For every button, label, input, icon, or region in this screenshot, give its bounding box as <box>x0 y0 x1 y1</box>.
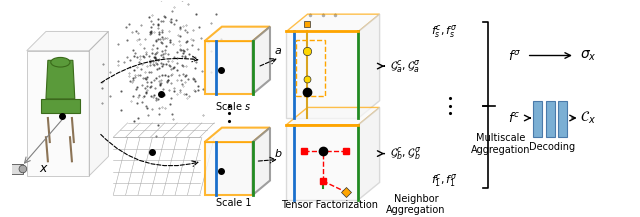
Polygon shape <box>286 107 380 125</box>
Text: $\sigma_x$: $\sigma_x$ <box>580 48 596 63</box>
Bar <box>534 101 542 137</box>
Text: a: a <box>275 46 281 56</box>
Text: $\mathcal{G}_b^c, \mathcal{G}_b^\sigma$: $\mathcal{G}_b^c, \mathcal{G}_b^\sigma$ <box>390 145 421 162</box>
Polygon shape <box>27 51 89 176</box>
Text: Tensor Factorization: Tensor Factorization <box>281 200 378 210</box>
Text: Scale 1: Scale 1 <box>216 198 252 208</box>
Polygon shape <box>253 27 270 94</box>
Text: $f^c$: $f^c$ <box>508 111 520 125</box>
Text: Multiscale
Aggregation: Multiscale Aggregation <box>471 133 531 155</box>
Polygon shape <box>41 99 79 113</box>
Text: $f^\sigma$: $f^\sigma$ <box>508 49 521 62</box>
Text: Decoding: Decoding <box>529 142 575 152</box>
Bar <box>6 164 23 174</box>
Text: $\mathcal{G}_a^c, \mathcal{G}_a^\sigma$: $\mathcal{G}_a^c, \mathcal{G}_a^\sigma$ <box>390 58 421 75</box>
Text: b: b <box>274 149 281 159</box>
Polygon shape <box>205 142 253 195</box>
Polygon shape <box>358 14 380 118</box>
Text: Scale $s$: Scale $s$ <box>215 100 252 112</box>
Polygon shape <box>253 128 270 195</box>
Polygon shape <box>286 31 358 118</box>
Polygon shape <box>46 60 75 99</box>
Text: $x$: $x$ <box>39 161 49 174</box>
Polygon shape <box>358 107 380 200</box>
Text: Neighbor
Aggregation: Neighbor Aggregation <box>387 194 446 215</box>
Polygon shape <box>205 128 270 142</box>
Bar <box>546 101 555 137</box>
Circle shape <box>19 165 27 173</box>
Polygon shape <box>286 125 358 200</box>
Polygon shape <box>205 27 270 41</box>
Polygon shape <box>89 31 108 176</box>
Ellipse shape <box>51 58 70 67</box>
Text: $f_1^c, f_1^\sigma$: $f_1^c, f_1^\sigma$ <box>431 172 458 189</box>
Text: $\mathcal{C}_x$: $\mathcal{C}_x$ <box>580 110 595 126</box>
Bar <box>559 101 567 137</box>
Polygon shape <box>205 41 253 94</box>
Polygon shape <box>27 31 108 51</box>
Text: $f_s^c, f_s^\sigma$: $f_s^c, f_s^\sigma$ <box>431 23 458 40</box>
Polygon shape <box>286 14 380 31</box>
